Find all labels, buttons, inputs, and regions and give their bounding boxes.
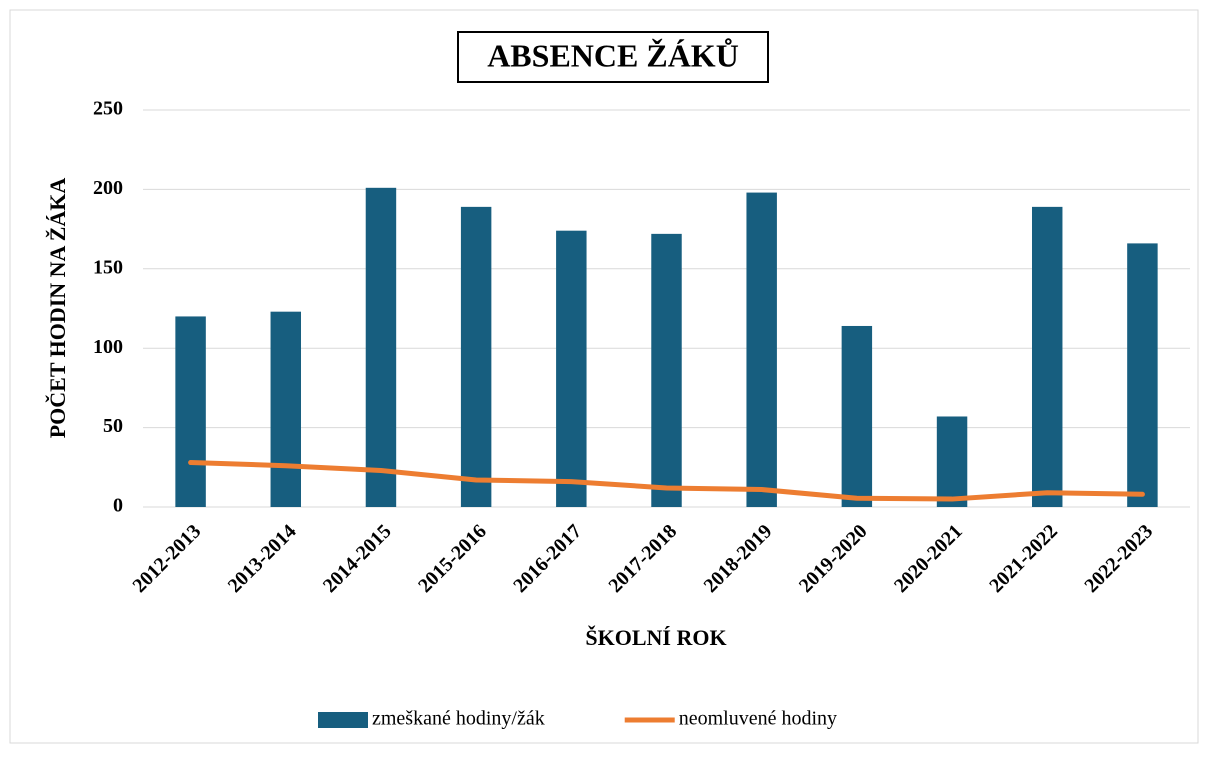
y-tick-label: 100 bbox=[93, 336, 123, 358]
y-tick-label: 50 bbox=[103, 415, 123, 437]
y-tick-label: 200 bbox=[93, 177, 123, 199]
x-axis-label: ŠKOLNÍ ROK bbox=[585, 625, 726, 650]
bar bbox=[651, 233, 682, 507]
bar bbox=[1031, 206, 1063, 508]
y-tick-label: 0 bbox=[113, 495, 123, 517]
chart-border bbox=[9, 9, 1199, 744]
title-box bbox=[457, 31, 769, 83]
bar bbox=[556, 230, 587, 508]
y-axis-label: POČET HODIN NA ŽÁKA bbox=[45, 178, 70, 439]
bar bbox=[365, 187, 397, 507]
line bbox=[188, 460, 1145, 502]
y-tick-label: 250 bbox=[93, 98, 123, 120]
bar bbox=[746, 192, 777, 508]
bar bbox=[460, 206, 492, 508]
bar bbox=[841, 325, 873, 507]
bar bbox=[1127, 243, 1158, 507]
bar bbox=[936, 416, 968, 507]
y-tick-label: 150 bbox=[93, 256, 123, 278]
legend-label: neomluvené hodiny bbox=[679, 708, 837, 730]
legend-swatch bbox=[318, 712, 368, 728]
bar bbox=[270, 311, 302, 507]
bar bbox=[175, 316, 206, 507]
chart-title: ABSENCE ŽÁKŮ bbox=[487, 37, 739, 73]
legend-label: zmeškané hodiny/žák bbox=[372, 708, 545, 730]
